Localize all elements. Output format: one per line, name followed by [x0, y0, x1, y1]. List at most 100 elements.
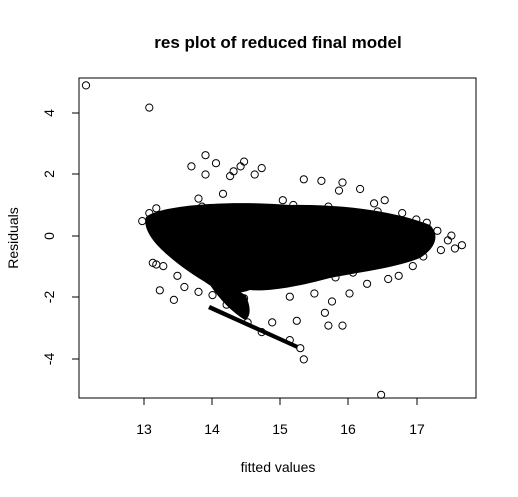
data-point [299, 175, 308, 184]
data-point [320, 308, 329, 317]
data-point [398, 209, 407, 218]
y-tick-label: 4 [41, 109, 57, 117]
data-point [226, 172, 235, 181]
y-axis-label: Residuals [5, 207, 21, 268]
data-point [380, 196, 389, 205]
data-point [166, 213, 175, 222]
data-point [194, 194, 203, 203]
data-point [148, 258, 157, 267]
data-point [201, 151, 210, 160]
data-point [250, 170, 259, 179]
data-point [145, 103, 154, 112]
data-point [197, 202, 207, 211]
data-point [338, 321, 347, 330]
data-point [285, 336, 294, 345]
data-point [247, 205, 256, 214]
y-tick-label: -2 [41, 291, 57, 304]
data-point [324, 202, 333, 211]
data-point [327, 297, 337, 306]
data-point [457, 241, 466, 250]
data-point [233, 236, 242, 245]
data-point [81, 81, 91, 90]
data-point [201, 170, 210, 179]
data-point [187, 162, 196, 171]
data-point [285, 292, 294, 301]
data-point [394, 271, 403, 280]
data-point [236, 162, 245, 171]
data-point [240, 157, 249, 166]
data-point [324, 321, 333, 330]
scatter-points [81, 81, 466, 399]
data-point [436, 246, 445, 255]
chart-title: res plot of reduced final model [154, 33, 401, 52]
data-point [218, 189, 228, 198]
lower-right-fringe [330, 244, 426, 269]
data-point [162, 242, 171, 251]
data-point [257, 328, 266, 337]
data-point [289, 200, 298, 210]
data-point [363, 279, 372, 288]
data-point [433, 226, 442, 235]
data-point [215, 274, 224, 284]
data-point [334, 186, 344, 195]
data-point [152, 204, 161, 213]
data-point [310, 289, 319, 298]
x-axis: 13 14 15 16 17 [136, 397, 425, 437]
data-point [173, 271, 182, 280]
data-point [419, 252, 428, 261]
data-point [211, 159, 221, 168]
x-tick-label: 15 [272, 421, 288, 437]
data-point [180, 282, 189, 292]
y-axis: -4 -2 0 2 4 [41, 109, 80, 366]
data-point [299, 355, 308, 364]
data-point [296, 344, 305, 353]
y-tick-label: -4 [41, 353, 57, 366]
y-tick-label: 0 [41, 232, 57, 240]
data-point [384, 274, 393, 284]
data-point [159, 262, 168, 271]
x-tick-label: 16 [340, 421, 356, 437]
data-point [243, 318, 252, 327]
data-point [169, 295, 178, 304]
x-tick-label: 13 [136, 421, 152, 437]
data-point [447, 231, 456, 240]
data-point [278, 196, 287, 205]
x-tick-label: 14 [204, 421, 220, 437]
y-tick-label: 2 [41, 170, 57, 178]
data-point [370, 199, 379, 208]
data-point [306, 263, 315, 272]
x-tick-label: 17 [409, 421, 425, 437]
data-point [271, 271, 280, 280]
main-cloud [145, 203, 436, 293]
data-point [254, 279, 263, 288]
data-point [422, 218, 431, 227]
data-point [331, 273, 340, 282]
data-point [338, 178, 347, 187]
data-point [356, 184, 365, 194]
data-point [155, 286, 164, 295]
data-point [229, 167, 238, 176]
data-point [222, 300, 231, 309]
data-point [194, 287, 203, 296]
data-point [236, 307, 245, 316]
data-point [373, 207, 382, 216]
data-point [443, 236, 452, 245]
data-point [138, 217, 147, 226]
data-point [412, 215, 421, 224]
data-point [348, 268, 358, 277]
data-point [145, 209, 154, 218]
data-point [240, 294, 249, 303]
x-axis-label: fitted values [241, 459, 316, 475]
data-point [408, 262, 417, 271]
residual-cloud [145, 203, 436, 349]
upper-band [150, 207, 420, 226]
data-point [292, 316, 301, 325]
diagonal-streak [208, 305, 298, 349]
data-point [450, 244, 459, 253]
data-point [257, 164, 266, 173]
data-point [345, 289, 354, 298]
data-point [208, 291, 217, 300]
data-point [377, 390, 386, 399]
data-point [317, 176, 326, 185]
